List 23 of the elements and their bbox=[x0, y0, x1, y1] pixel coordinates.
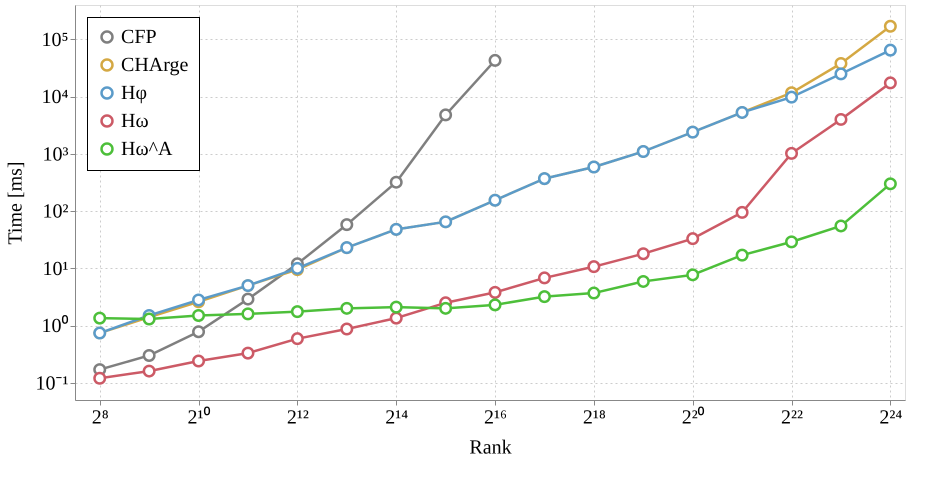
y-axis-title: Time [ms] bbox=[4, 161, 27, 245]
x-tick-label: 2²⁴ bbox=[879, 406, 902, 428]
y-tick-label: 10² bbox=[42, 200, 68, 223]
legend-label: Hω^A bbox=[121, 138, 173, 160]
x-tick-label: 2¹⁰ bbox=[188, 406, 211, 428]
legend-label: CFP bbox=[121, 26, 157, 48]
x-tick-label: 2²⁰ bbox=[682, 406, 705, 428]
legend-label: CHArge bbox=[121, 54, 189, 76]
y-tick-label: 10³ bbox=[42, 143, 68, 166]
y-tick-label: 10⁻¹ bbox=[36, 372, 68, 394]
x-tick-label: 2⁸ bbox=[92, 406, 109, 428]
x-tick-label: 2¹⁶ bbox=[484, 406, 508, 428]
x-tick-label: 2¹⁸ bbox=[582, 406, 606, 428]
y-tick-label: 10¹ bbox=[42, 258, 68, 280]
x-axis-title: Rank bbox=[469, 436, 512, 458]
legend-label: Hω bbox=[121, 110, 149, 132]
y-tick-label: 10⁴ bbox=[42, 86, 69, 108]
y-tick-label: 10⁵ bbox=[42, 28, 68, 51]
x-tick-label: 2²² bbox=[781, 406, 804, 428]
x-tick-label: 2¹² bbox=[286, 406, 309, 428]
legend-label: Hφ bbox=[121, 82, 147, 104]
y-tick-label: 10⁰ bbox=[42, 314, 68, 338]
x-tick-label: 2¹⁴ bbox=[385, 406, 408, 428]
